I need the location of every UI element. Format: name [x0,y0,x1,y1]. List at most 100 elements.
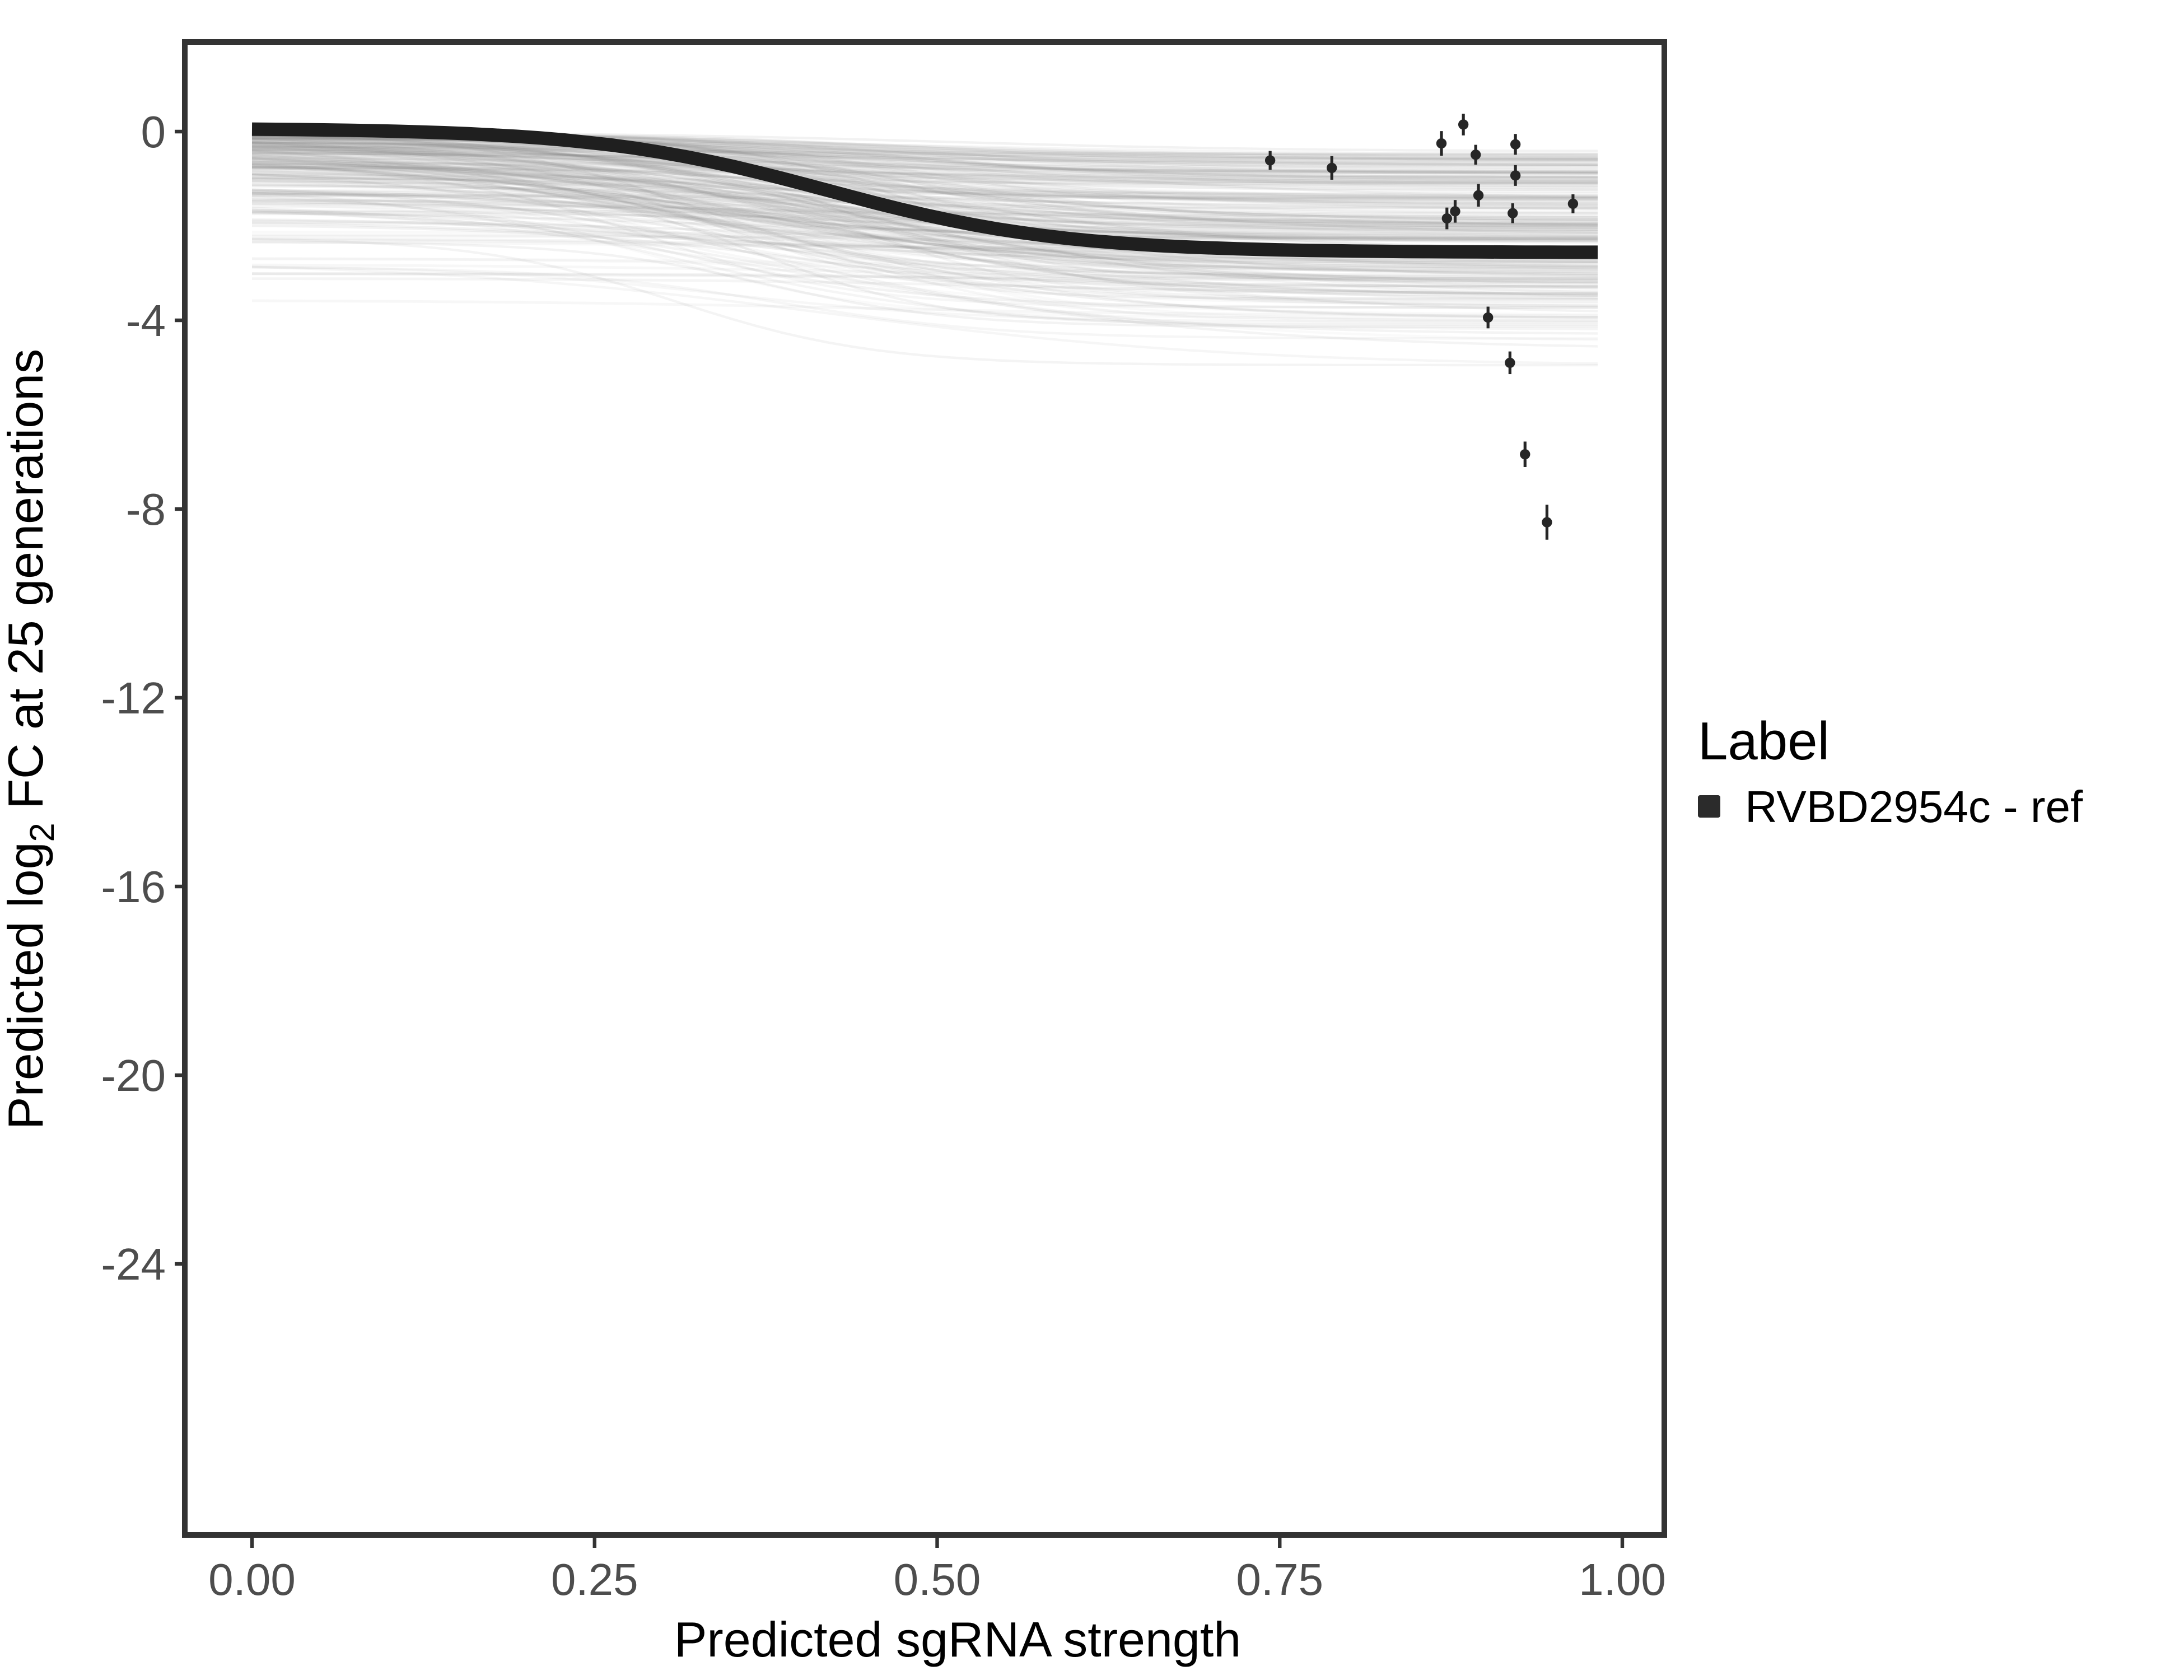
posterior-line [251,167,1598,199]
point-marker [1510,139,1521,150]
posterior-line [251,155,1598,232]
posterior-line [251,161,1598,179]
x-tick-label: 0.25 [551,1555,638,1604]
posterior-line [251,145,1598,188]
posterior-line [251,138,1598,160]
posterior-line [251,139,1598,202]
posterior-line [251,137,1598,181]
posterior-line [251,155,1598,267]
posterior-line [251,162,1598,208]
posterior-line [251,162,1598,182]
posterior-line [251,157,1598,203]
posterior-line [251,152,1598,285]
posterior-line [251,146,1598,191]
posterior-line [251,265,1598,323]
posterior-line [251,192,1598,239]
y-axis-ticks: 0 -4 -8 -12 -16 -20 -24 [101,107,185,1289]
y-tick-label: -20 [101,1051,166,1100]
posterior-line [252,241,1598,328]
posterior-line [251,162,1598,282]
point-marker [1510,170,1521,181]
posterior-line [251,134,1598,276]
data-point [1520,441,1530,468]
posterior-line [251,272,1598,282]
posterior-line [251,191,1598,322]
posterior-line [251,134,1598,162]
posterior-line [251,136,1598,200]
point-marker [1458,119,1469,130]
posterior-line [251,162,1598,305]
posterior-line [251,161,1598,174]
posterior-line [251,167,1598,179]
posterior-line [251,141,1598,225]
posterior-line [251,192,1598,289]
posterior-line [251,172,1598,197]
posterior-line [251,211,1598,240]
data-points-layer [1264,113,1579,540]
posterior-line [251,257,1598,277]
data-point [1450,200,1460,223]
posterior-line [251,192,1598,330]
posterior-line [251,136,1598,204]
posterior-line [251,197,1598,309]
posterior-line [251,138,1598,175]
data-point [1510,134,1521,155]
posterior-line [252,235,1598,240]
posterior-line [251,176,1598,288]
posterior-line [251,135,1598,234]
posterior-line [251,148,1598,161]
posterior-line [251,190,1598,324]
posterior-line [251,160,1598,307]
posterior-line [251,133,1598,280]
data-point [1505,351,1515,375]
posterior-line [251,142,1598,166]
y-axis-title: Predicted log2 FC at 25 generations [0,349,62,1130]
posterior-line [251,138,1598,226]
data-point [1542,505,1552,540]
posterior-line [251,198,1598,231]
posterior-line [251,137,1598,223]
posterior-line [251,183,1598,225]
posterior-line [251,144,1598,189]
y-tick-label: -4 [126,296,166,346]
posterior-line [251,152,1598,272]
posterior-line [251,142,1598,219]
posterior-line [251,145,1598,166]
point-marker [1441,213,1452,224]
posterior-line [251,172,1598,279]
posterior-line [251,192,1598,290]
posterior-line [251,148,1598,271]
posterior-line [251,148,1598,269]
plot-panel [185,42,1664,1535]
posterior-line [251,147,1598,295]
posterior-line [251,162,1598,274]
posterior-line [251,257,1598,271]
posterior-line [251,139,1598,198]
posterior-line [251,137,1598,202]
posterior-line [251,157,1598,297]
y-tick-label: -16 [101,862,166,912]
posterior-line [251,146,1598,270]
posterior-line [251,202,1598,301]
point-marker [1450,206,1460,217]
data-point [1436,131,1447,156]
posterior-line [251,141,1598,199]
posterior-line [251,140,1598,267]
posterior-line [251,225,1598,319]
x-tick-label: 1.00 [1579,1555,1666,1604]
data-point [1458,113,1469,136]
posterior-line [251,179,1598,262]
posterior-line [251,134,1598,194]
posterior-line [251,143,1598,287]
posterior-line [251,299,1598,317]
posterior-line [251,179,1598,240]
posterior-line [251,208,1598,263]
point-marker [1520,449,1530,460]
posterior-line [251,156,1598,249]
y-tick-label: 0 [141,107,166,157]
posterior-line [252,199,1598,263]
posterior-line [251,149,1598,174]
posterior-line [252,154,1598,163]
posterior-line [251,200,1598,239]
posterior-line [251,167,1598,209]
